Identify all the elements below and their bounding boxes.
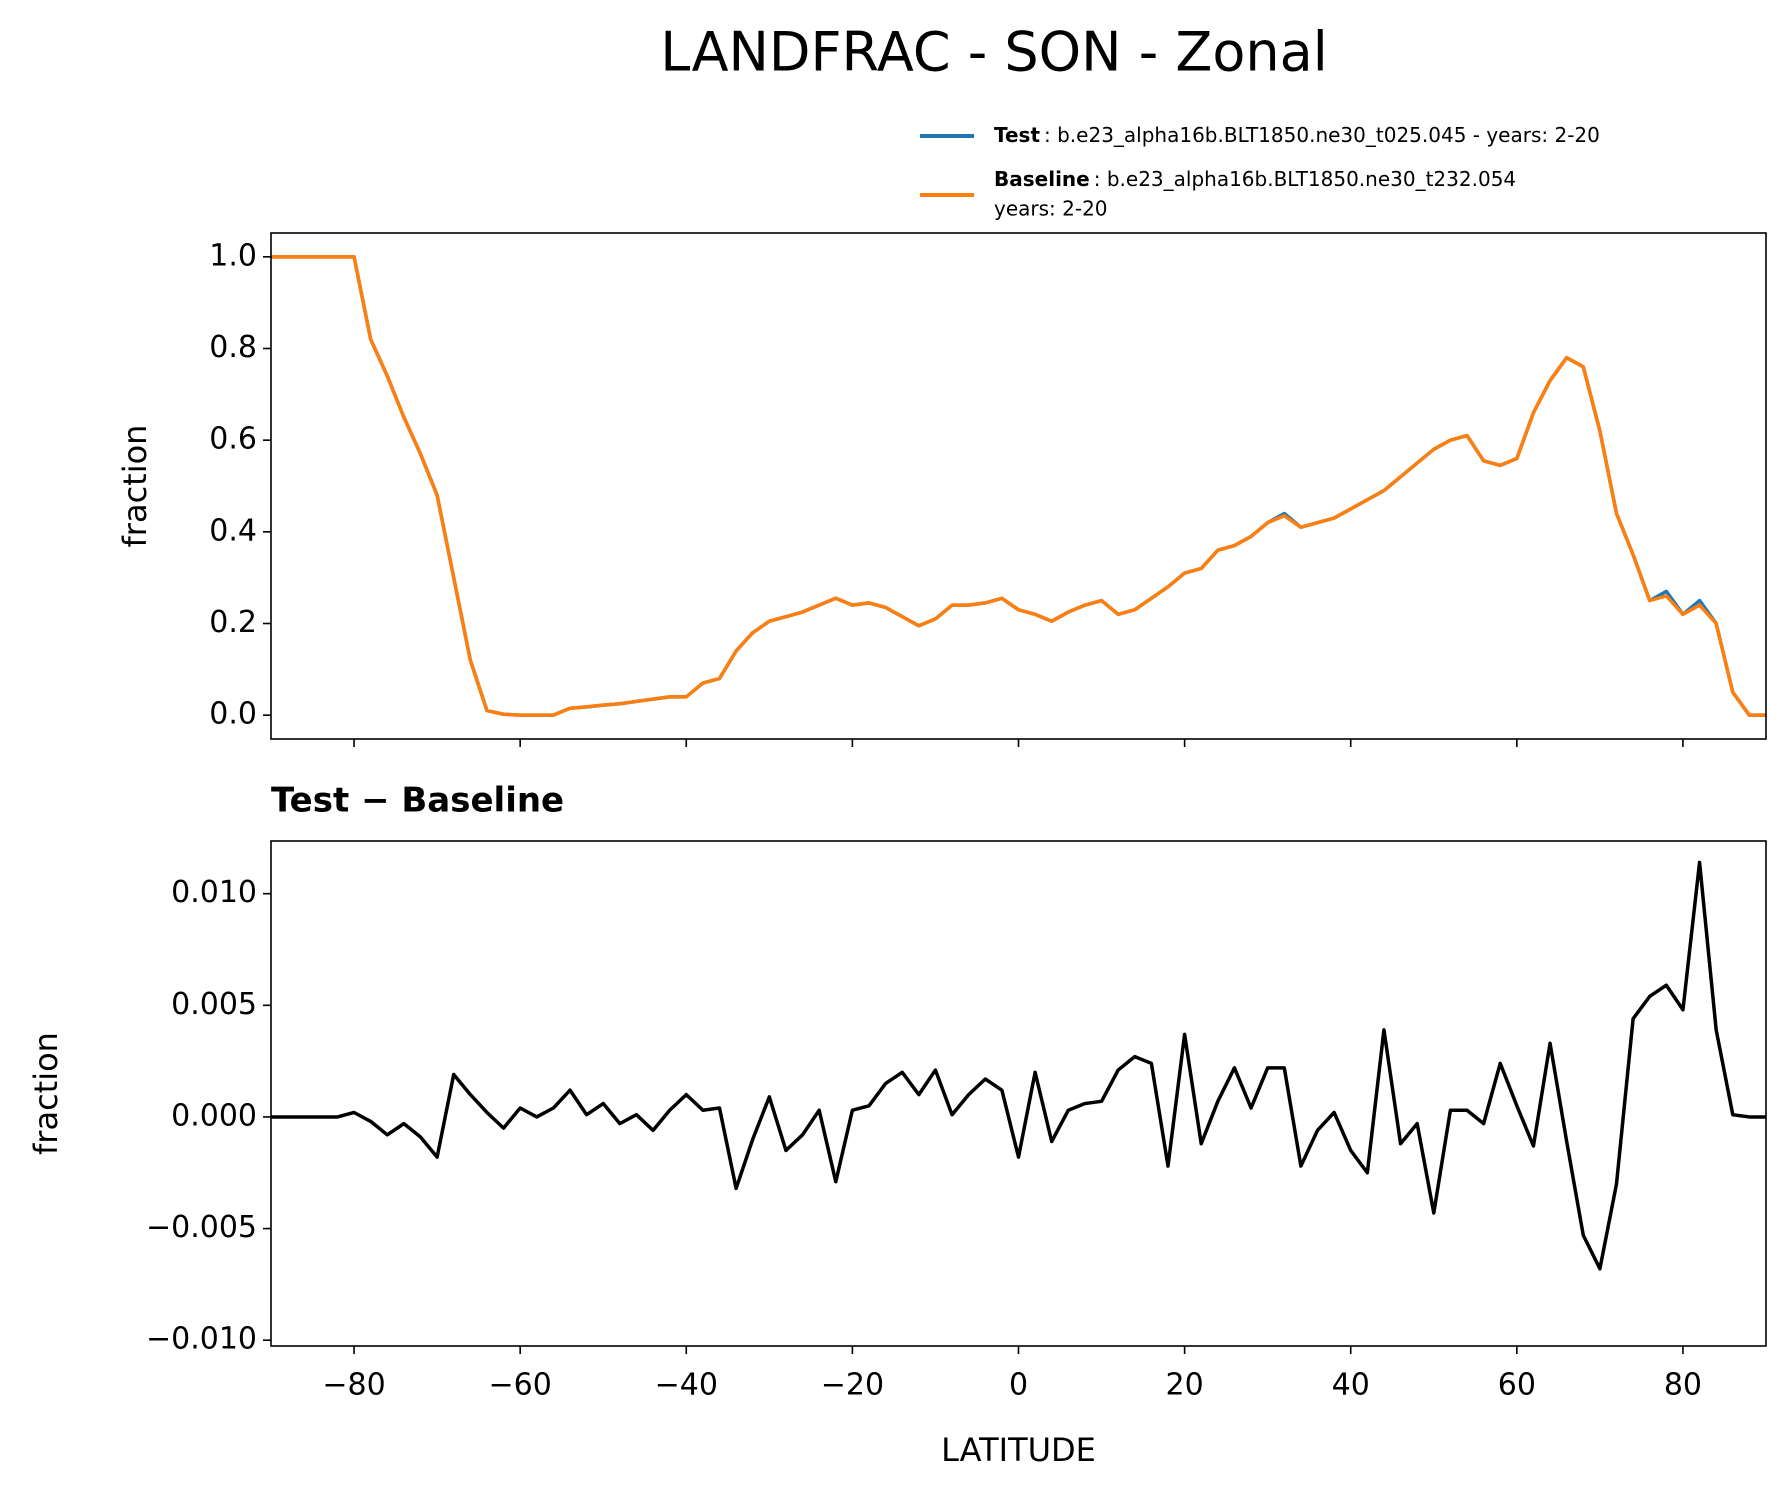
data-line	[271, 860, 1766, 1271]
y-tick-label: 0.005	[171, 987, 257, 1022]
y-tick-label: 0.6	[209, 422, 257, 457]
y-tick-label: 0.010	[171, 875, 257, 910]
x-tick-label: 40	[1332, 1368, 1370, 1403]
legend-case-line: years: 2-20	[994, 197, 1108, 221]
legend-name: Test	[994, 123, 1040, 147]
x-tick-label: 20	[1166, 1368, 1204, 1403]
y-axis-label: fraction	[116, 425, 154, 548]
x-tick-label: 0	[1009, 1368, 1028, 1403]
y-tick-label: 0.2	[209, 605, 257, 640]
y-tick-label: 0.4	[209, 513, 257, 548]
x-tick-label: −20	[821, 1368, 884, 1403]
y-tick-label: −0.005	[146, 1210, 257, 1245]
x-tick-label: 60	[1498, 1368, 1536, 1403]
y-tick-label: −0.010	[146, 1322, 257, 1357]
x-tick-label: 80	[1664, 1368, 1702, 1403]
axes-frame	[270, 232, 1767, 740]
legend-name: Baseline	[994, 167, 1090, 191]
chart-title: LANDFRAC - SON - Zonal	[660, 21, 1328, 84]
y-tick-label: 0.000	[171, 1098, 257, 1133]
x-tick-label: −40	[655, 1368, 718, 1403]
legend-label: Test: b.e23_alpha16b.BLT1850.ne30_t025.0…	[994, 123, 1600, 147]
y-tick-label: 1.0	[209, 238, 257, 273]
axes-frame	[270, 840, 1767, 1347]
y-tick-label: 0.0	[209, 697, 257, 732]
legend: Test: b.e23_alpha16b.BLT1850.ne30_t025.0…	[920, 123, 1600, 221]
legend-case: : b.e23_alpha16b.BLT1850.ne30_t232.054	[1094, 167, 1516, 191]
y-axis-label: fraction	[27, 1032, 65, 1155]
plot-lines	[271, 860, 1766, 1271]
legend-case: : b.e23_alpha16b.BLT1850.ne30_t025.045 -…	[1044, 123, 1600, 147]
x-tick-label: −60	[489, 1368, 552, 1403]
legend-label: Baseline: b.e23_alpha16b.BLT1850.ne30_t2…	[994, 167, 1516, 191]
plot-lines	[271, 255, 1766, 717]
data-line	[271, 255, 1766, 717]
x-tick-label: −80	[322, 1368, 385, 1403]
y-tick-label: 0.8	[209, 330, 257, 365]
x-axis-label: LATITUDE	[941, 1431, 1096, 1469]
panel-title: Test − Baseline	[271, 781, 564, 821]
data-line	[271, 255, 1766, 717]
